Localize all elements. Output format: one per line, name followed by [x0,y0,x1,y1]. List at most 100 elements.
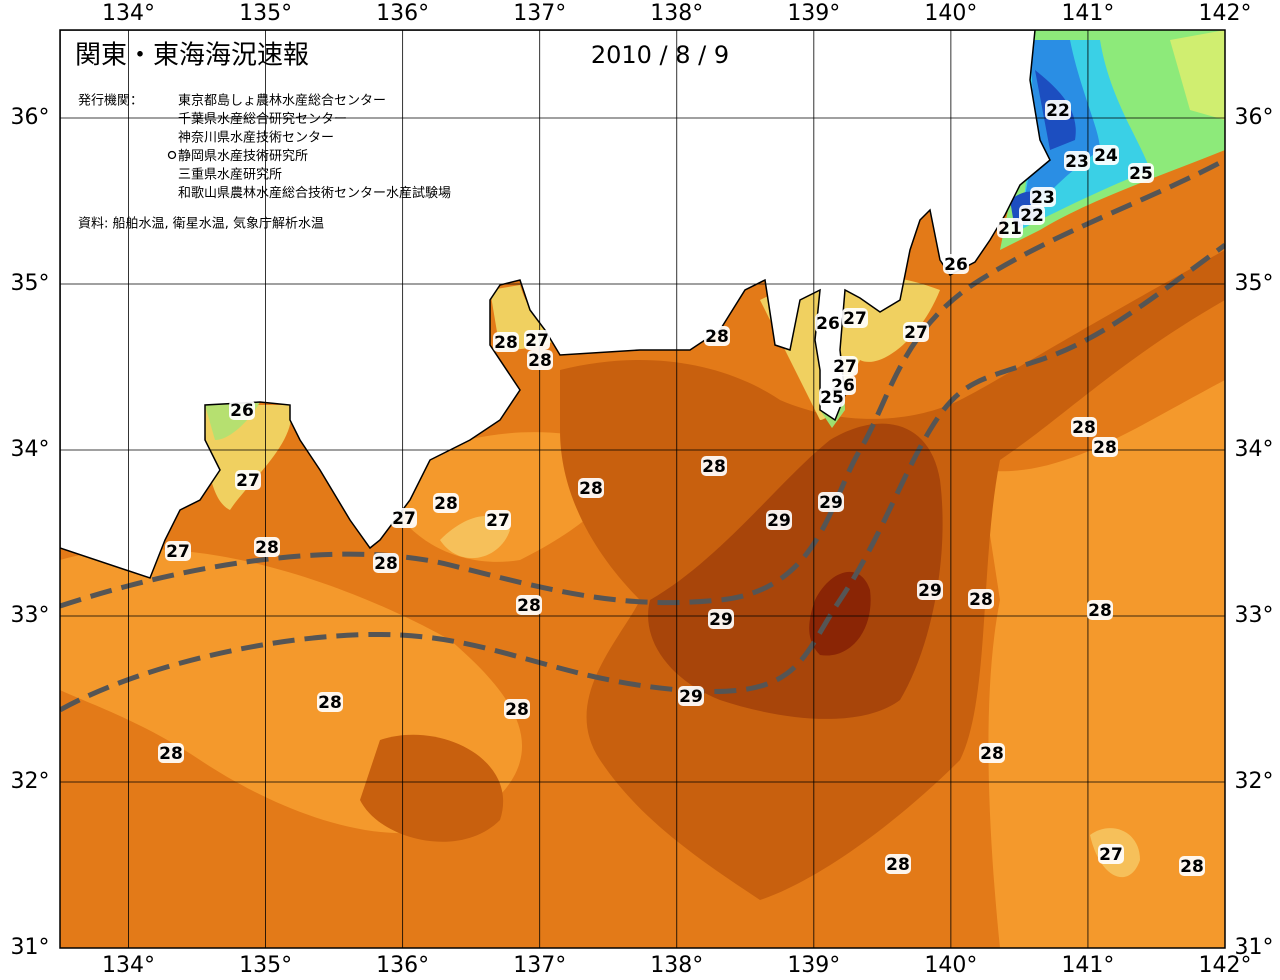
agency: 静岡県水産技術研究所 [178,148,308,164]
contour-label: 26 [816,314,840,334]
grid [60,30,1226,949]
contour-label: 27 [1099,845,1123,865]
contour-label-bg [578,478,604,498]
agency: 東京都島しょ農林水産総合センター [178,93,386,109]
lat-tick-label: 33° [11,603,50,628]
contour-label: 29 [918,581,942,601]
frame [59,29,1226,949]
contour-label-bg [968,589,994,609]
contour-label-bg [485,510,511,530]
agency: 神奈川県水産技術センター [178,130,334,146]
contour-label: 28 [1093,438,1117,458]
lat-tick-label: 32° [11,769,50,794]
land [60,30,1051,579]
lon-tick-label: 135° [239,953,292,978]
lat-tick-label: 35° [1235,271,1274,296]
kuroshio-path [60,157,1225,609]
contour-label-bg [1045,100,1071,120]
contour-label-bg [815,313,841,333]
lon-tick-label: 141° [1061,1,1114,26]
contour-label: 27 [833,357,857,377]
contour-label: 28 [1072,418,1096,438]
lon-tick-label: 137° [513,953,566,978]
lon-tick-label: 138° [650,1,703,26]
contour-label-bg [1179,856,1205,876]
agency: 千葉県水産総合研究センター [178,111,347,127]
lat-tick-label: 33° [1235,603,1274,628]
lon-tick-label: 134° [102,953,155,978]
contour-label: 26 [944,255,968,275]
contour-label-bg [235,470,261,490]
contour-label: 28 [505,700,529,720]
contour-label-bg [917,580,943,600]
contour-label: 27 [486,511,510,531]
contour-label-bg [516,595,542,615]
contour-label: 29 [709,610,733,630]
contour-label-bg [818,492,844,512]
contour-label: 28 [969,590,993,610]
contour-label: 28 [494,333,518,353]
contour-label: 28 [528,351,552,371]
contour-label-bg [704,326,730,346]
lat-tick-label: 32° [1235,769,1274,794]
contour-label: 27 [843,309,867,329]
contour-label-bg [832,356,858,376]
contour-label-bg [842,308,868,328]
lon-tick-label: 142° [1199,1,1252,26]
lat-tick-label: 36° [11,105,50,130]
contour-label: 26 [230,401,254,421]
contour-label-bg [766,510,792,530]
contour-label: 28 [434,494,458,514]
lon-tick-label: 134° [102,1,155,26]
lon-tick-label: 140° [924,1,977,26]
contour-label: 28 [374,554,398,574]
contour-label: 28 [159,744,183,764]
contour-label: 28 [702,457,726,477]
contour-label-bg [433,493,459,513]
contour-label-bg [943,254,969,274]
lon-tick-label: 139° [787,953,840,978]
date: 2010 / 8 / 9 [591,41,729,69]
lon-tick-label: 141° [1061,953,1114,978]
contour-label-bg [527,350,553,370]
issuer-label: 発行機関： [78,94,143,109]
contour-label: 22 [1020,206,1044,226]
contour-label-bg [701,456,727,476]
lat-tick-label: 35° [11,271,50,296]
contour-label: 28 [255,538,279,558]
contour-label-bg [373,553,399,573]
contour-label: 28 [579,479,603,499]
contour-label-bg [158,743,184,763]
contour-label: 28 [517,596,541,616]
contour-label-bg [504,699,530,719]
contour-label-bg [1064,151,1090,171]
contour-label: 28 [1180,857,1204,877]
contour-label-bg [1030,187,1056,207]
lon-tick-label: 136° [376,1,429,26]
lat-tick-label: 34° [1235,437,1274,462]
contour-label-bg [1093,145,1119,165]
contour-label-bg [1128,163,1154,183]
contour-label: 29 [679,687,703,707]
contour-label: 22 [1046,101,1070,121]
contour-label: 28 [318,693,342,713]
title: 関東・東海海況速報 [75,41,309,71]
marker [167,150,177,160]
lon-tick-label: 135° [239,1,292,26]
contour-label: 27 [392,509,416,529]
lat-tick-label: 31° [11,935,50,960]
contour-label: 28 [705,327,729,347]
contour-label: 28 [1088,601,1112,621]
contour-label: 29 [819,493,843,513]
contour-label: 21 [998,219,1022,239]
lon-tick-label: 142° [1199,953,1252,978]
contour-label-bg [254,537,280,557]
kuroshio-path [60,242,1225,713]
contour-label-bg [229,400,255,420]
contour-label-bg [708,609,734,629]
contour-label-bg [165,541,191,561]
contour-label: 28 [980,744,1004,764]
contour-label: 23 [1031,188,1055,208]
